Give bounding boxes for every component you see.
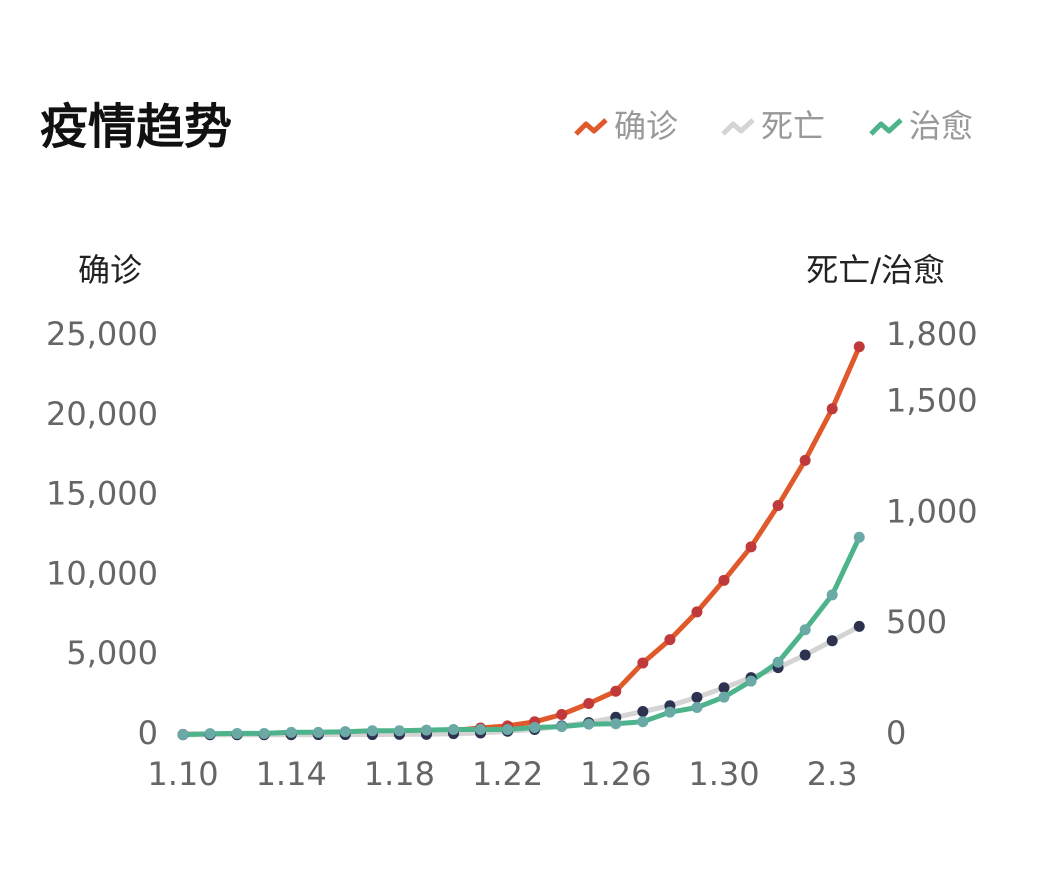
series-line (183, 624, 861, 738)
data-point (204, 728, 216, 740)
y2-tick-label: 0 (886, 714, 906, 752)
data-point (826, 635, 838, 647)
data-point (556, 721, 568, 733)
data-point (556, 708, 568, 720)
y2-tick-label: 1,500 (886, 382, 978, 420)
data-point (258, 727, 270, 739)
data-point (637, 657, 649, 669)
data-point (718, 691, 730, 703)
data-point (312, 726, 324, 738)
data-point (610, 685, 622, 697)
y-tick-label: 5,000 (66, 634, 158, 672)
data-point (502, 723, 514, 735)
y2-tick-label: 500 (886, 603, 947, 641)
data-point (745, 541, 757, 553)
data-point (529, 721, 541, 733)
y-tick-label: 10,000 (46, 554, 158, 592)
data-point (826, 589, 838, 601)
data-point (177, 729, 189, 741)
data-point (718, 682, 730, 694)
data-point (799, 649, 811, 661)
y-axis-title: 确诊 (78, 251, 142, 289)
data-point (772, 656, 784, 668)
data-point (718, 574, 730, 586)
data-point (691, 606, 703, 618)
data-point (583, 718, 595, 730)
data-point (637, 716, 649, 728)
y2-axis-title: 死亡/治愈 (806, 251, 945, 289)
data-point (285, 726, 297, 738)
x-tick-label: 1.30 (688, 755, 759, 793)
y-tick-label: 15,000 (46, 475, 158, 513)
data-point (231, 727, 243, 739)
legend-icon (721, 118, 755, 136)
data-point (637, 706, 649, 718)
legend-label: 治愈 (909, 107, 973, 145)
legend-label: 死亡 (761, 107, 825, 145)
data-point (826, 403, 838, 415)
data-point (799, 624, 811, 636)
data-point (339, 726, 351, 738)
data-point (420, 724, 432, 736)
data-point (745, 675, 757, 687)
legend-label: 确诊 (614, 107, 678, 145)
y2-tick-label: 1,000 (886, 492, 978, 530)
y2-tick-label: 1,800 (886, 315, 978, 353)
legend-icon (869, 118, 903, 136)
data-point (691, 691, 703, 703)
series-line (182, 536, 862, 738)
legend-icon (574, 118, 608, 136)
chart-title: 疫情趋势 (40, 99, 232, 155)
x-tick-label: 1.18 (364, 755, 435, 793)
data-point (853, 531, 865, 543)
data-point (691, 702, 703, 714)
x-tick-label: 1.14 (256, 755, 327, 793)
data-point (772, 499, 784, 511)
x-tick-label: 1.10 (147, 755, 218, 793)
x-tick-label: 1.26 (580, 755, 651, 793)
data-point (853, 620, 865, 632)
data-point (393, 725, 405, 737)
data-point (366, 725, 378, 737)
data-point (664, 634, 676, 646)
y-tick-label: 20,000 (46, 395, 158, 433)
y-tick-label: 0 (138, 714, 158, 752)
x-tick-label: 2.3 (807, 755, 858, 793)
x-tick-label: 1.22 (472, 755, 543, 793)
data-point (853, 341, 865, 353)
data-point (475, 723, 487, 735)
data-point (448, 723, 459, 735)
data-point (583, 697, 595, 709)
data-point (799, 454, 811, 466)
data-point (664, 706, 676, 718)
y-tick-label: 25,000 (46, 315, 158, 353)
data-point (610, 718, 622, 730)
